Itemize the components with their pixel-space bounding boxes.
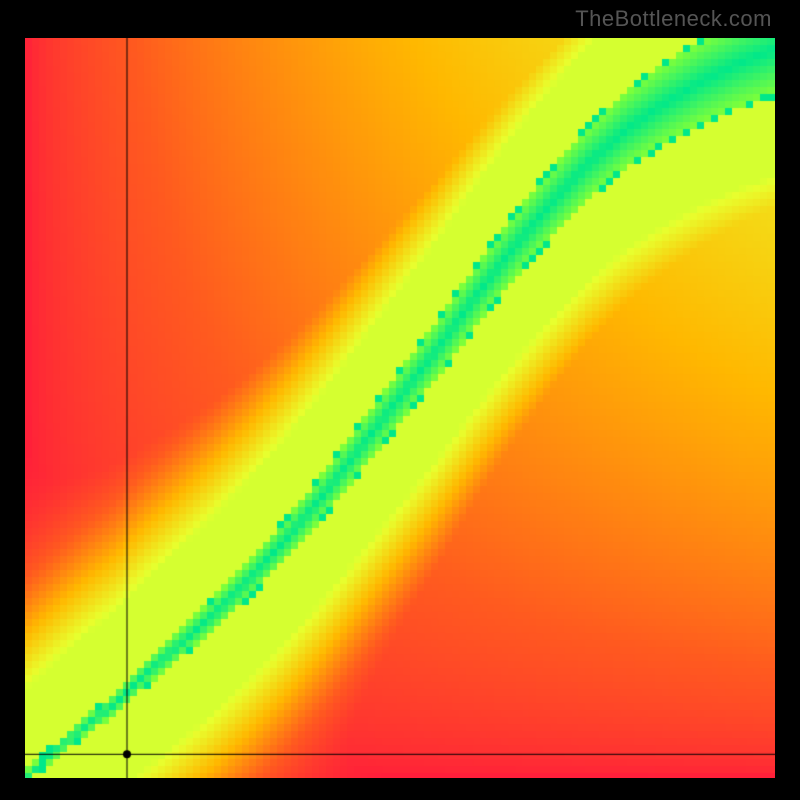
watermark-text: TheBottleneck.com	[575, 6, 772, 32]
bottleneck-heatmap	[25, 38, 775, 778]
heatmap-canvas	[25, 38, 775, 778]
